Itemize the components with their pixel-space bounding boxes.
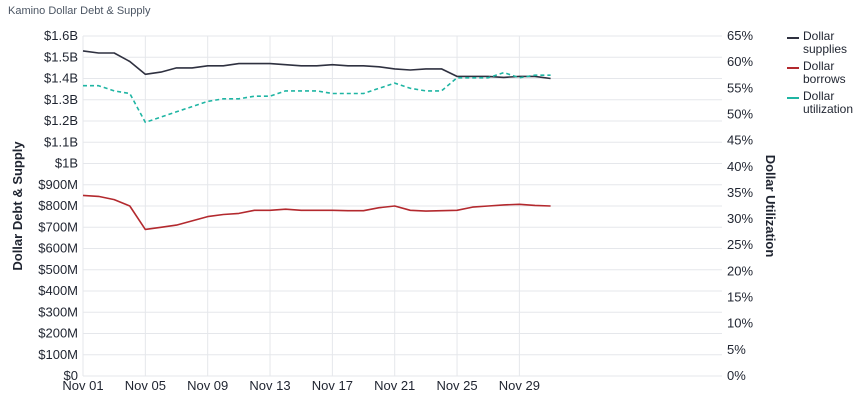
- y-tick-label: $1.3B: [44, 92, 78, 107]
- x-tick-label: Nov 05: [125, 378, 166, 393]
- x-tick-label: Nov 01: [62, 378, 103, 393]
- y-tick-label: $1B: [55, 156, 78, 171]
- y2-tick-label: 50%: [727, 106, 753, 121]
- y-tick-label: $1.1B: [44, 134, 78, 149]
- y-axis-title: Dollar Debt & Supply: [10, 141, 25, 271]
- series-line-dollar-borrows: [82, 194, 551, 231]
- y-tick-label: $1.5B: [44, 49, 78, 64]
- y2-axis-title: Dollar Utilization: [763, 155, 778, 258]
- y-tick-label: $800M: [38, 198, 78, 213]
- y2-tick-label: 40%: [727, 159, 753, 174]
- y-tick-label: $300M: [38, 304, 78, 319]
- legend-label: Dollar utilization: [803, 89, 854, 116]
- y2-tick-label: 30%: [727, 211, 753, 226]
- x-tick-label: Nov 25: [436, 378, 477, 393]
- y2-tick-label: 10%: [727, 316, 753, 331]
- legend-item-utilization[interactable]: Dollar utilization: [787, 90, 865, 116]
- y-tick-label: $1.2B: [44, 113, 78, 128]
- legend-label: Dollar supplies: [803, 29, 848, 56]
- y-tick-label: $900M: [38, 177, 78, 192]
- legend-swatch-borrows: [787, 67, 799, 69]
- y-tick-label: $400M: [38, 283, 78, 298]
- y2-tick-label: 25%: [727, 237, 753, 252]
- y2-tick-label: 55%: [727, 80, 753, 95]
- legend-item-supplies[interactable]: Dollar supplies: [787, 30, 865, 56]
- y2-tick-label: 60%: [727, 54, 753, 69]
- y-tick-label: $0: [64, 368, 78, 383]
- legend-swatch-supplies: [787, 37, 799, 39]
- y2-tick-label: 0%: [727, 368, 746, 383]
- x-tick-label: Nov 29: [499, 378, 540, 393]
- y2-tick-label: 35%: [727, 185, 753, 200]
- chart-title: Kamino Dollar Debt & Supply: [8, 5, 151, 17]
- x-tick-label: Nov 21: [374, 378, 415, 393]
- y-tick-label: $600M: [38, 241, 78, 256]
- y-tick-label: $100M: [38, 347, 78, 362]
- y-tick-label: $700M: [38, 219, 78, 234]
- series-line-dollar-supplies: [82, 50, 551, 80]
- x-tick-label: Nov 09: [187, 378, 228, 393]
- series-line-dollar-utilization: [83, 71, 551, 124]
- y2-tick-label: 5%: [727, 342, 746, 357]
- y2-tick-label: 20%: [727, 263, 753, 278]
- x-tick-label: Nov 17: [312, 378, 353, 393]
- y2-tick-label: 45%: [727, 133, 753, 148]
- legend-swatch-utilization: [787, 97, 799, 99]
- y-tick-label: $200M: [38, 326, 78, 341]
- x-tick-label: Nov 13: [249, 378, 290, 393]
- legend-label: Dollar borrows: [803, 59, 846, 86]
- y2-tick-label: 65%: [727, 28, 753, 43]
- y-tick-label: $1.6B: [44, 28, 78, 43]
- legend-item-borrows[interactable]: Dollar borrows: [787, 60, 865, 86]
- y-tick-label: $1.4B: [44, 71, 78, 86]
- legend: Dollar supplies Dollar borrows Dollar ut…: [787, 30, 865, 120]
- y2-tick-label: 15%: [727, 290, 753, 305]
- y-tick-label: $500M: [38, 262, 78, 277]
